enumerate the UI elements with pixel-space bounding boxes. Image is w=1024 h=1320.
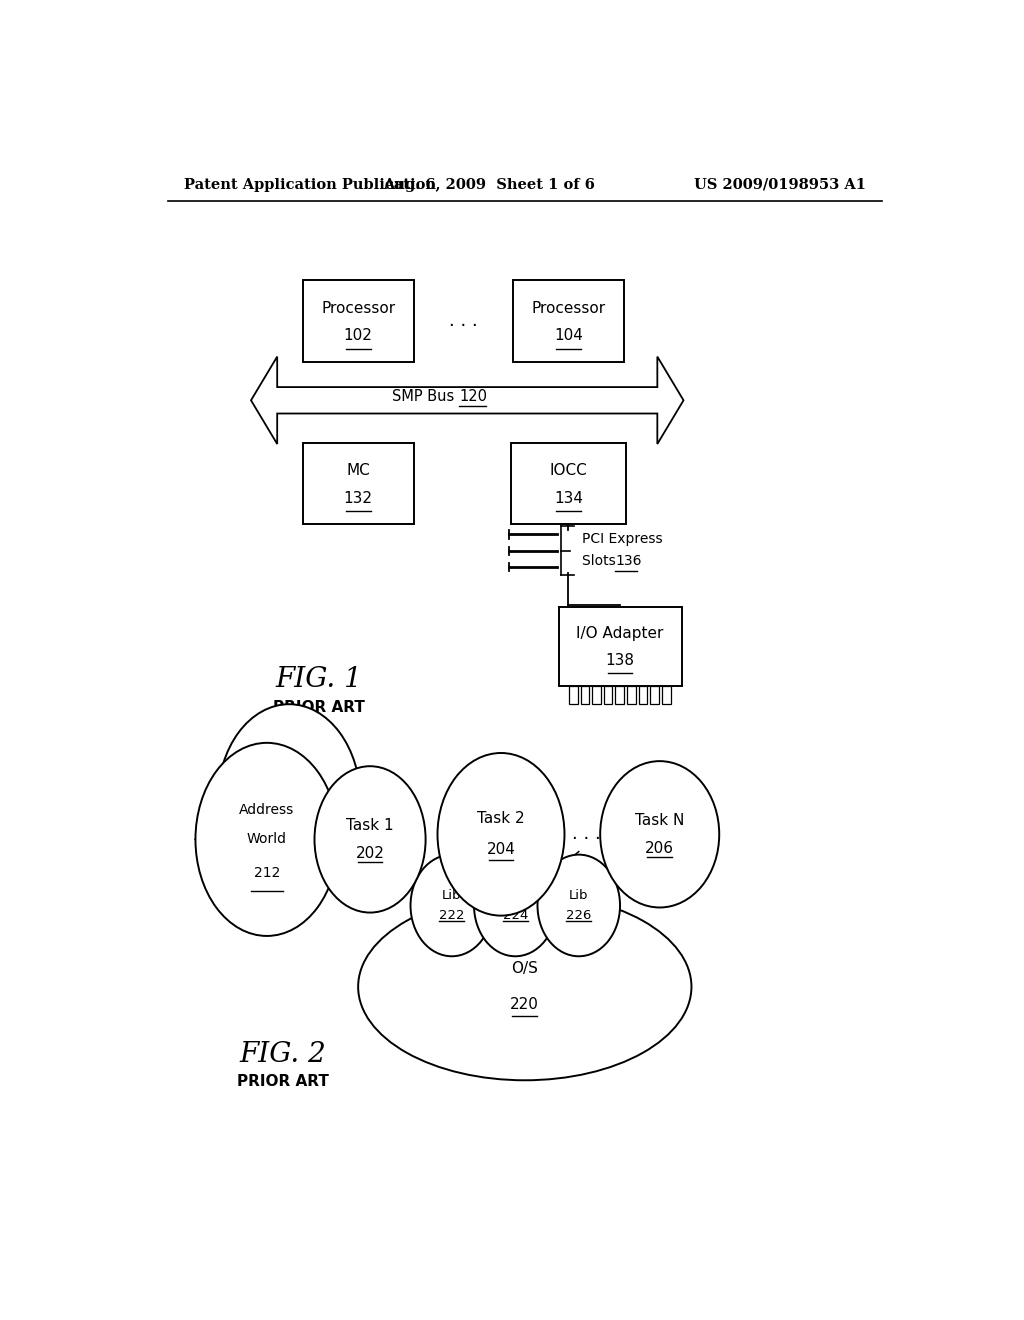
Text: IOCC: IOCC bbox=[550, 463, 588, 478]
Ellipse shape bbox=[314, 766, 426, 912]
Text: O/S: O/S bbox=[511, 961, 539, 977]
Text: World: World bbox=[247, 833, 287, 846]
Bar bbox=[615, 686, 624, 704]
Text: Patent Application Publication: Patent Application Publication bbox=[183, 178, 435, 191]
Text: 138: 138 bbox=[605, 653, 635, 668]
Text: Lib: Lib bbox=[442, 890, 462, 903]
Text: Task 1: Task 1 bbox=[346, 818, 394, 833]
Ellipse shape bbox=[600, 762, 719, 907]
Ellipse shape bbox=[474, 854, 557, 956]
Bar bbox=[558, 607, 682, 686]
Text: PCI Express: PCI Express bbox=[582, 532, 663, 545]
Text: 206: 206 bbox=[645, 841, 674, 855]
Text: MC: MC bbox=[346, 463, 370, 478]
Ellipse shape bbox=[437, 752, 564, 916]
Text: 222: 222 bbox=[439, 908, 465, 921]
Text: 220: 220 bbox=[510, 997, 540, 1012]
Text: Task 2: Task 2 bbox=[477, 812, 525, 826]
Text: PRIOR ART: PRIOR ART bbox=[237, 1073, 329, 1089]
Bar bbox=[604, 686, 612, 704]
Text: 104: 104 bbox=[554, 329, 583, 343]
Text: Slots: Slots bbox=[582, 554, 621, 568]
Text: 212: 212 bbox=[254, 866, 281, 880]
Bar bbox=[303, 280, 414, 362]
Text: Processor: Processor bbox=[322, 301, 395, 315]
Text: 224: 224 bbox=[503, 908, 528, 921]
Bar bbox=[303, 444, 414, 524]
Ellipse shape bbox=[218, 704, 360, 898]
Bar bbox=[511, 444, 626, 524]
Bar bbox=[513, 280, 624, 362]
Polygon shape bbox=[251, 356, 684, 444]
Text: FIG. 2: FIG. 2 bbox=[240, 1041, 326, 1068]
Bar bbox=[650, 686, 659, 704]
Bar bbox=[627, 686, 636, 704]
Bar bbox=[639, 686, 647, 704]
Text: 134: 134 bbox=[554, 491, 583, 506]
Text: 136: 136 bbox=[615, 554, 642, 568]
Text: Processor: Processor bbox=[531, 301, 605, 315]
Ellipse shape bbox=[196, 743, 338, 936]
Text: FIG. 1: FIG. 1 bbox=[275, 667, 361, 693]
Text: PRIOR ART: PRIOR ART bbox=[272, 700, 365, 714]
Ellipse shape bbox=[538, 854, 620, 956]
Bar bbox=[592, 686, 601, 704]
Bar bbox=[662, 686, 671, 704]
Text: 120: 120 bbox=[460, 388, 487, 404]
Text: . . .: . . . bbox=[449, 312, 477, 330]
Text: SMP Bus: SMP Bus bbox=[392, 388, 460, 404]
Text: 204: 204 bbox=[486, 842, 515, 857]
Text: Lib: Lib bbox=[506, 890, 525, 903]
Ellipse shape bbox=[411, 854, 494, 956]
Text: . . .: . . . bbox=[572, 825, 601, 843]
Text: 132: 132 bbox=[344, 491, 373, 506]
Text: 102: 102 bbox=[344, 329, 373, 343]
Text: I/O Adapter: I/O Adapter bbox=[577, 626, 664, 642]
Bar bbox=[581, 686, 589, 704]
Bar bbox=[569, 686, 578, 704]
Ellipse shape bbox=[358, 894, 691, 1080]
Text: US 2009/0198953 A1: US 2009/0198953 A1 bbox=[694, 178, 866, 191]
Text: Lib: Lib bbox=[569, 890, 589, 903]
Text: Address: Address bbox=[240, 804, 295, 817]
Text: 202: 202 bbox=[355, 846, 384, 861]
Text: Task N: Task N bbox=[635, 813, 684, 828]
Text: Aug. 6, 2009  Sheet 1 of 6: Aug. 6, 2009 Sheet 1 of 6 bbox=[383, 178, 595, 191]
Text: 226: 226 bbox=[566, 908, 592, 921]
